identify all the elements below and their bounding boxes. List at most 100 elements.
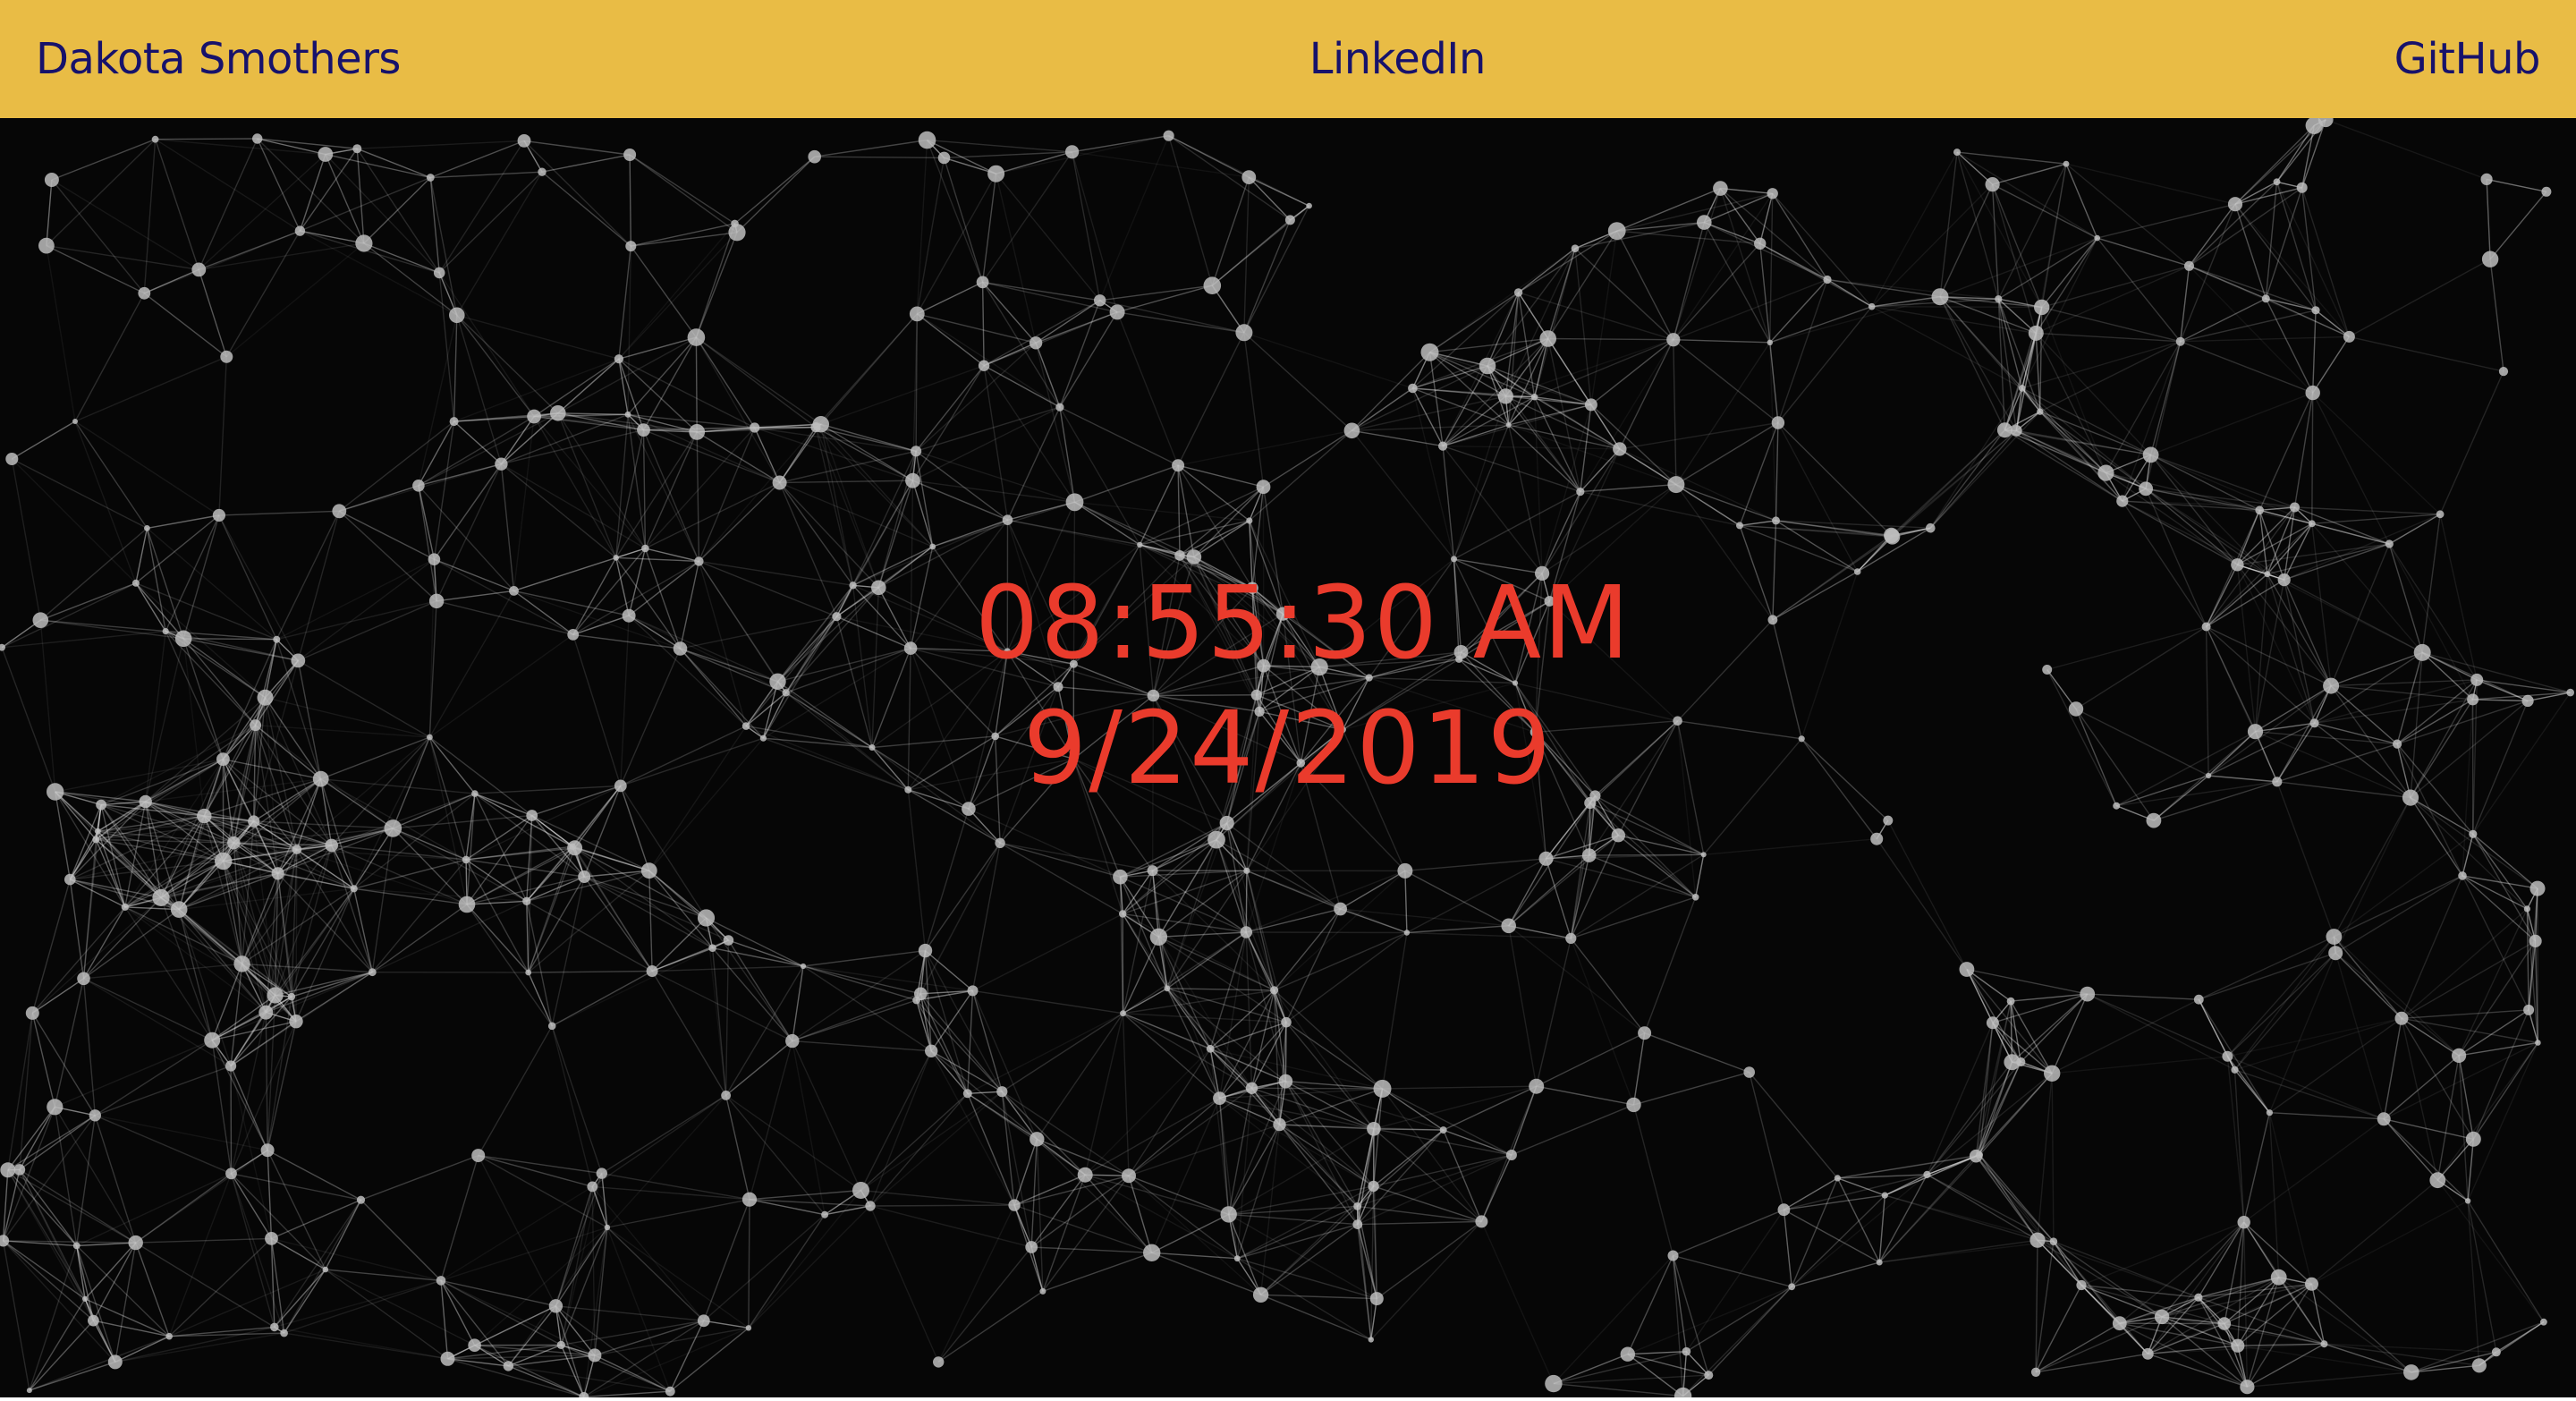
github-link[interactable]: GitHub	[2394, 34, 2541, 84]
network-link	[1480, 1154, 1513, 1222]
network-node	[1767, 615, 1778, 625]
network-link	[501, 429, 644, 465]
network-link	[1547, 338, 1621, 450]
network-link	[211, 1040, 268, 1151]
network-link	[1504, 338, 1549, 397]
network-link	[1590, 230, 1618, 405]
network-link	[1675, 342, 1771, 485]
network-link	[2254, 731, 2278, 783]
network-link	[779, 423, 822, 483]
network-link	[1042, 1175, 1130, 1292]
network-link	[1992, 1022, 2053, 1074]
network-link	[2087, 993, 2235, 1071]
network-link	[1792, 1261, 1880, 1287]
top-navigation-bar: Dakota Smothers LinkedIn GitHub	[0, 0, 2576, 118]
network-link	[2, 1169, 9, 1241]
network-link	[2528, 888, 2538, 1010]
network-link	[2276, 685, 2332, 783]
network-link	[1617, 720, 1679, 836]
network-link	[204, 778, 321, 817]
network-link	[1236, 1258, 1372, 1340]
network-node	[2080, 986, 2096, 1002]
network-link	[1871, 306, 2042, 309]
network-link	[912, 480, 1008, 521]
network-link	[1168, 135, 1309, 207]
network-link	[606, 1227, 705, 1321]
network-link	[1116, 311, 1179, 466]
network-link	[1250, 1087, 1281, 1125]
network-link	[2410, 797, 2463, 877]
network-link	[915, 313, 919, 452]
network-node	[151, 135, 159, 143]
network-link	[501, 463, 646, 549]
network-link	[967, 1092, 1038, 1140]
network-link	[264, 697, 333, 846]
network-link	[2334, 952, 2460, 1057]
network-link	[1193, 556, 1260, 712]
network-link	[971, 843, 1001, 991]
network-link	[357, 140, 525, 149]
network-link	[2153, 775, 2209, 821]
network-node	[227, 836, 241, 850]
network-link	[1508, 424, 1581, 493]
network-link	[1356, 1088, 1384, 1207]
network-node	[1113, 869, 1128, 885]
network-link	[1072, 759, 1123, 914]
network-link	[291, 849, 298, 998]
network-link	[1072, 758, 1154, 871]
network-link	[1879, 1239, 2038, 1263]
network-link	[591, 1185, 705, 1321]
network-link	[1245, 870, 1248, 933]
network-link	[1739, 520, 1776, 527]
network-link	[230, 996, 292, 1066]
network-node	[1767, 188, 1778, 200]
network-link	[1177, 465, 1195, 557]
network-node	[1368, 1337, 1375, 1343]
network-link	[919, 950, 927, 994]
network-link	[2046, 669, 2117, 807]
network-link	[513, 590, 574, 635]
network-link	[2247, 1371, 2411, 1388]
network-link	[1487, 365, 1581, 493]
network-node	[2318, 118, 2334, 128]
network-node	[909, 306, 925, 322]
network-link	[392, 736, 431, 829]
network-link	[230, 1021, 297, 1175]
linkedin-link[interactable]: LinkedIn	[1309, 34, 1487, 84]
network-link	[1122, 913, 1211, 1049]
network-link	[264, 639, 277, 698]
network-link	[526, 900, 653, 972]
network-link	[745, 681, 779, 727]
network-link	[642, 429, 700, 562]
network-link	[2004, 333, 2037, 430]
network-link	[541, 171, 631, 247]
network-link	[300, 176, 431, 232]
network-link	[1595, 794, 1705, 855]
network-link	[820, 423, 913, 481]
network-node	[588, 1348, 602, 1363]
network-link	[1514, 683, 1536, 733]
network-link	[2472, 833, 2538, 889]
network-link	[371, 828, 394, 972]
network-link	[1857, 536, 1894, 573]
network-link	[1037, 1138, 1130, 1176]
network-link	[1084, 1097, 1220, 1176]
network-link	[1226, 822, 1247, 933]
network-link	[253, 820, 279, 874]
network-link	[1226, 694, 1258, 824]
network-link	[1891, 429, 2005, 536]
network-link	[754, 427, 917, 452]
network-link	[418, 415, 535, 487]
network-node	[1220, 1206, 1237, 1223]
network-link	[1030, 1246, 1044, 1292]
network-link	[2021, 307, 2043, 389]
network-link	[572, 634, 622, 786]
network-link	[2148, 1283, 2312, 1354]
network-link	[360, 1199, 442, 1281]
network-link	[1458, 658, 1536, 733]
home-name-link[interactable]: Dakota Smothers	[36, 34, 401, 84]
network-link	[182, 638, 225, 760]
network-link	[2041, 237, 2098, 308]
network-link	[1157, 936, 1253, 1089]
network-link	[2115, 731, 2256, 807]
